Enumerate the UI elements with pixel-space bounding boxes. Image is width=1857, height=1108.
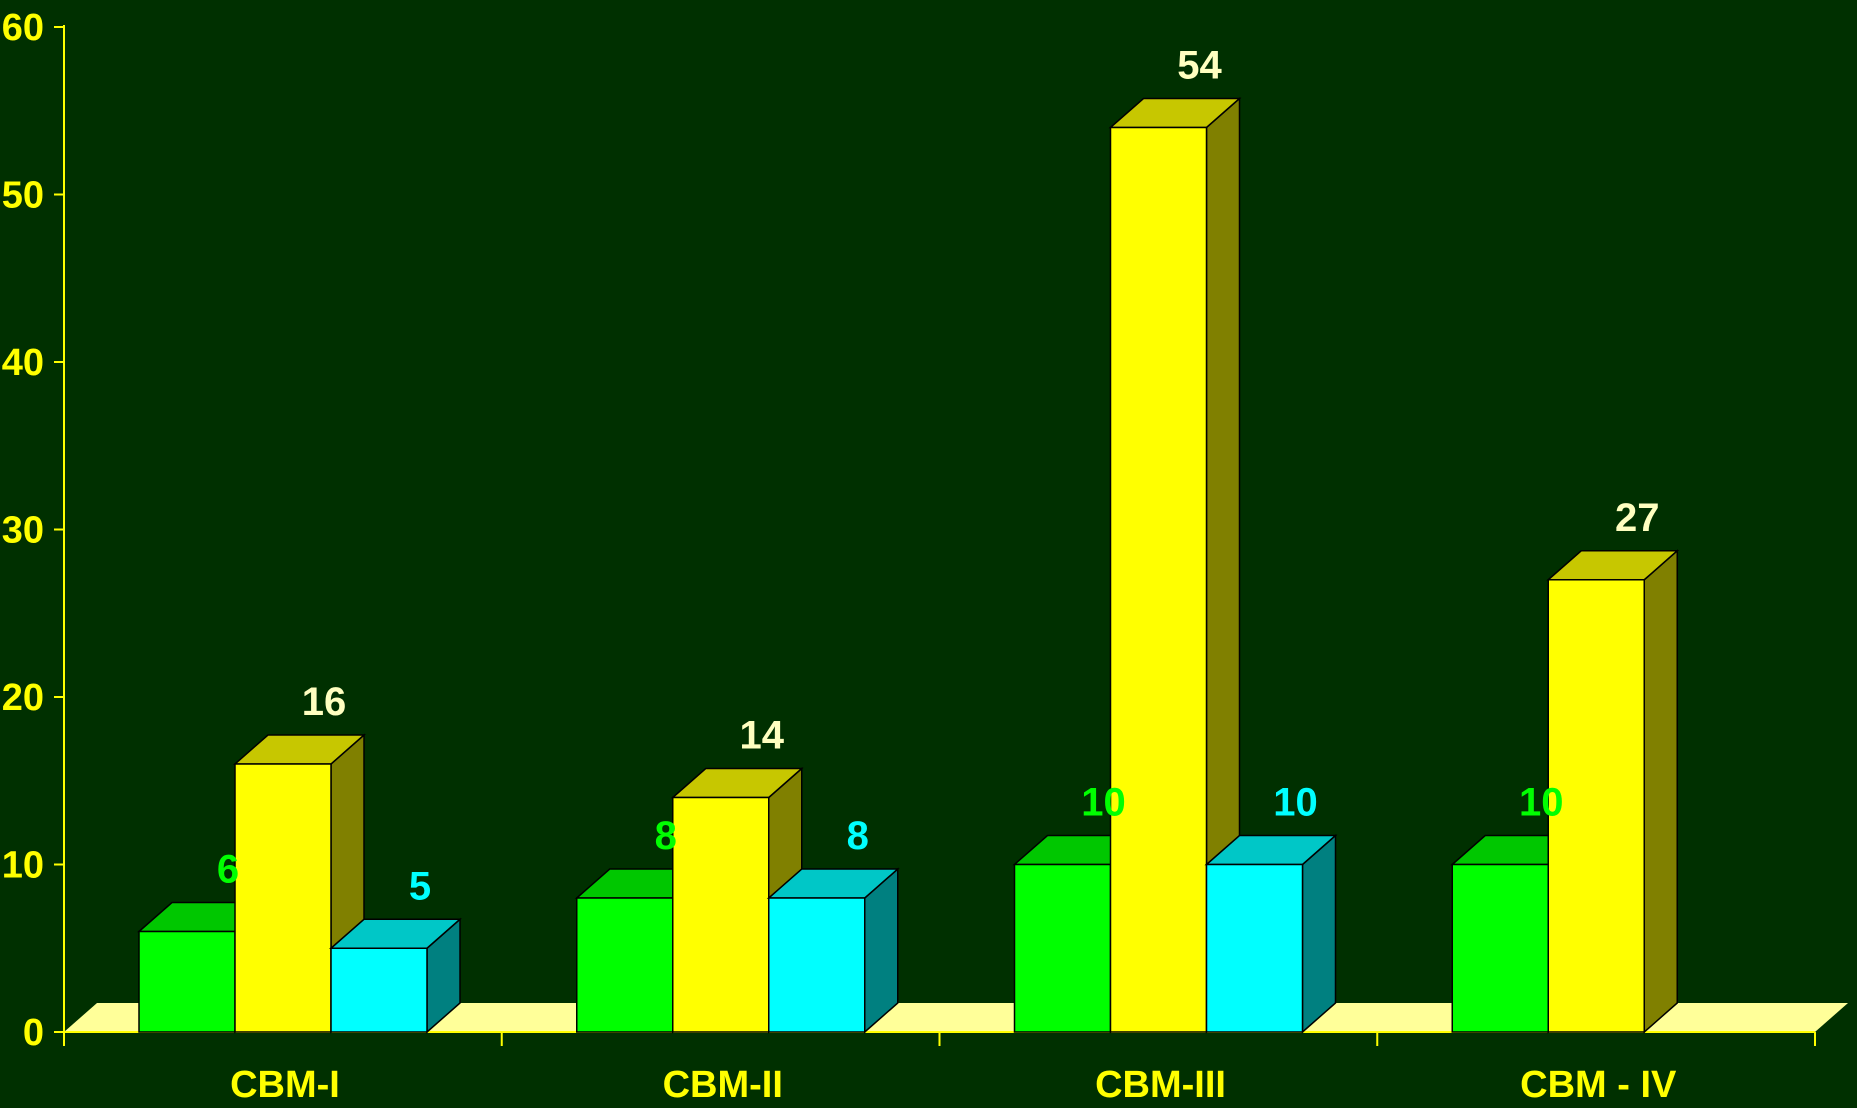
x-category-label: CBM-I <box>230 1064 340 1106</box>
bar-side <box>1643 549 1678 1034</box>
bar-front <box>576 897 674 1033</box>
y-tick-label: 10 <box>2 845 44 887</box>
x-category-label: CBM - IV <box>1520 1064 1677 1106</box>
chart-floor <box>64 1003 1848 1032</box>
data-label: 5 <box>409 864 431 908</box>
y-tick-label: 60 <box>2 7 44 49</box>
bars <box>137 96 1680 1034</box>
bar-front <box>768 897 866 1033</box>
axes: 0 10 20 30 40 50 60 CBM-I CBM-II CBM-III CBM - IV <box>2 7 1816 1106</box>
data-label: 6 <box>217 848 239 892</box>
y-tick-label: 40 <box>2 342 44 384</box>
data-label: 54 <box>1177 44 1222 88</box>
y-tick-label: 0 <box>23 1012 44 1054</box>
bar <box>766 867 900 1034</box>
x-category-label: CBM-III <box>1095 1064 1226 1106</box>
data-label: 8 <box>655 814 677 858</box>
bar <box>1108 96 1242 1034</box>
bar <box>1546 549 1680 1034</box>
bar-front <box>330 947 428 1033</box>
y-tick-label: 30 <box>2 510 44 552</box>
bar <box>1204 833 1338 1034</box>
bar-front <box>1451 863 1549 1033</box>
bar-side <box>1301 833 1337 1034</box>
bar-front <box>672 796 770 1033</box>
data-label: 16 <box>302 680 347 724</box>
y-tick-label: 50 <box>2 175 44 217</box>
bar-front <box>1547 579 1645 1033</box>
bar <box>329 917 462 1034</box>
bar-front <box>138 930 236 1033</box>
data-labels: 6 16 5 8 14 8 10 54 10 10 27 <box>217 44 1660 909</box>
x-category-label: CBM-II <box>663 1064 783 1106</box>
data-label: 27 <box>1615 496 1660 540</box>
bar-front <box>1205 863 1304 1033</box>
data-label: 10 <box>1273 781 1318 825</box>
floor-plane <box>64 1003 1848 1032</box>
bar-front <box>1013 863 1112 1033</box>
y-tick-label: 20 <box>2 677 44 719</box>
data-label: 10 <box>1081 781 1126 825</box>
bar-front <box>1109 126 1208 1033</box>
data-label: 8 <box>847 814 869 858</box>
data-label: 14 <box>740 714 785 758</box>
bar-front <box>234 763 332 1033</box>
data-label: 10 <box>1519 781 1564 825</box>
